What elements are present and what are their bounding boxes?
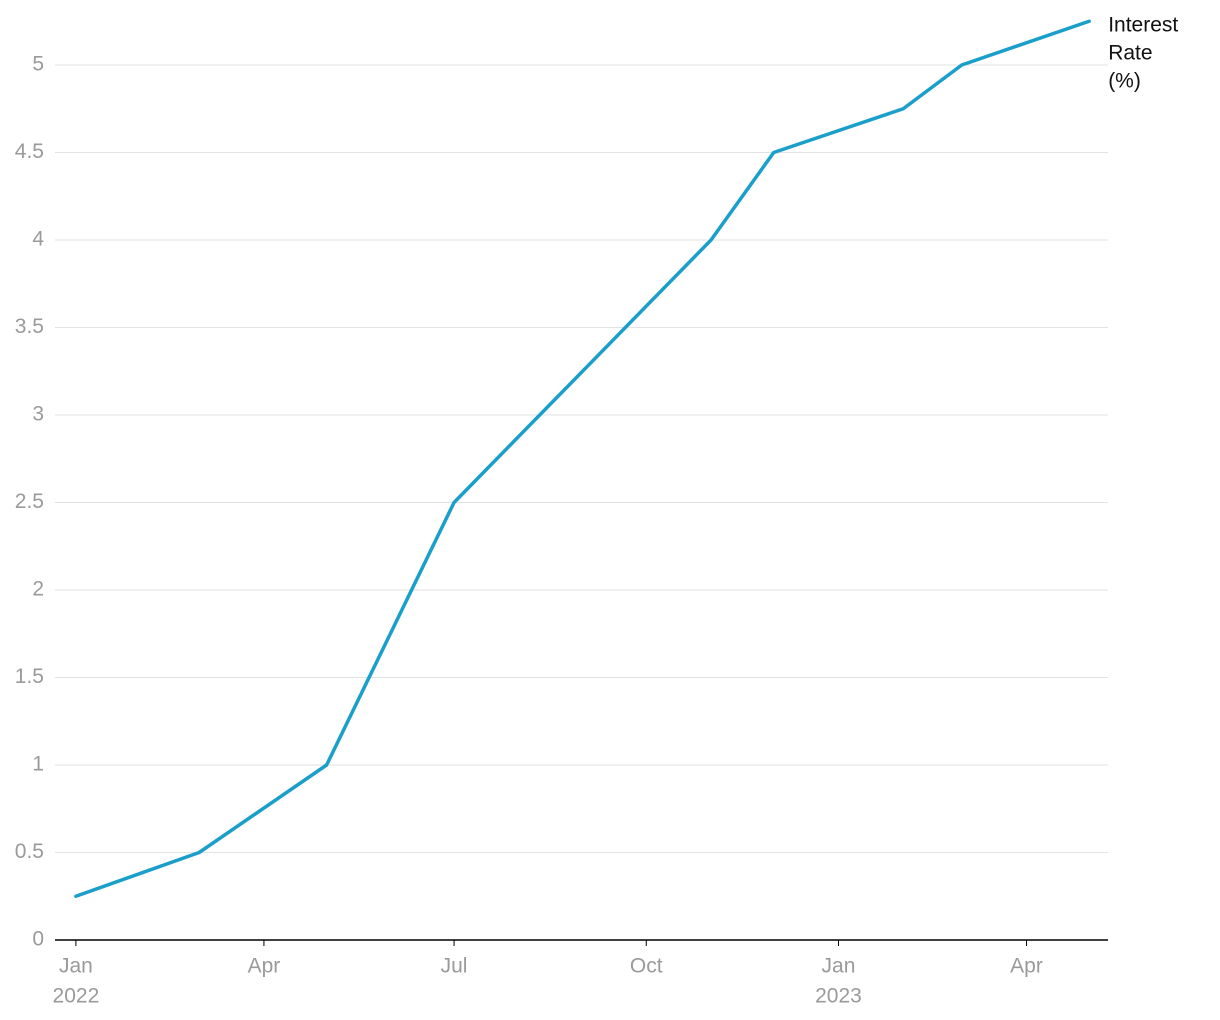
x-tick-label: Apr [1010, 955, 1043, 978]
y-tick-label: 4 [32, 228, 44, 251]
y-tick-label: 5 [32, 53, 44, 76]
y-tick-label: 3 [32, 403, 44, 426]
y-tick-label: 4.5 [15, 140, 44, 163]
y-tick-label: 1.5 [15, 665, 44, 688]
x-tick-label: Jan [822, 955, 856, 978]
x-tick-label: Jul [441, 955, 468, 978]
series-label: Interest Rate (%) [1108, 13, 1178, 92]
x-tick-label: Jan [59, 955, 93, 978]
y-tick-label: 2.5 [15, 490, 44, 513]
x-tick-year: 2022 [53, 985, 100, 1008]
y-tick-label: 2 [32, 578, 44, 601]
y-tick-label: 1 [32, 753, 44, 776]
line [74, 19, 1091, 898]
x-tick-label: Apr [248, 955, 281, 978]
y-tick-label: 0.5 [15, 840, 44, 863]
x-tick-label: Oct [630, 955, 663, 978]
y-tick-label: 3.5 [15, 315, 44, 338]
x-tick-year: 2023 [815, 985, 862, 1008]
y-tick-label: 0 [32, 928, 44, 951]
